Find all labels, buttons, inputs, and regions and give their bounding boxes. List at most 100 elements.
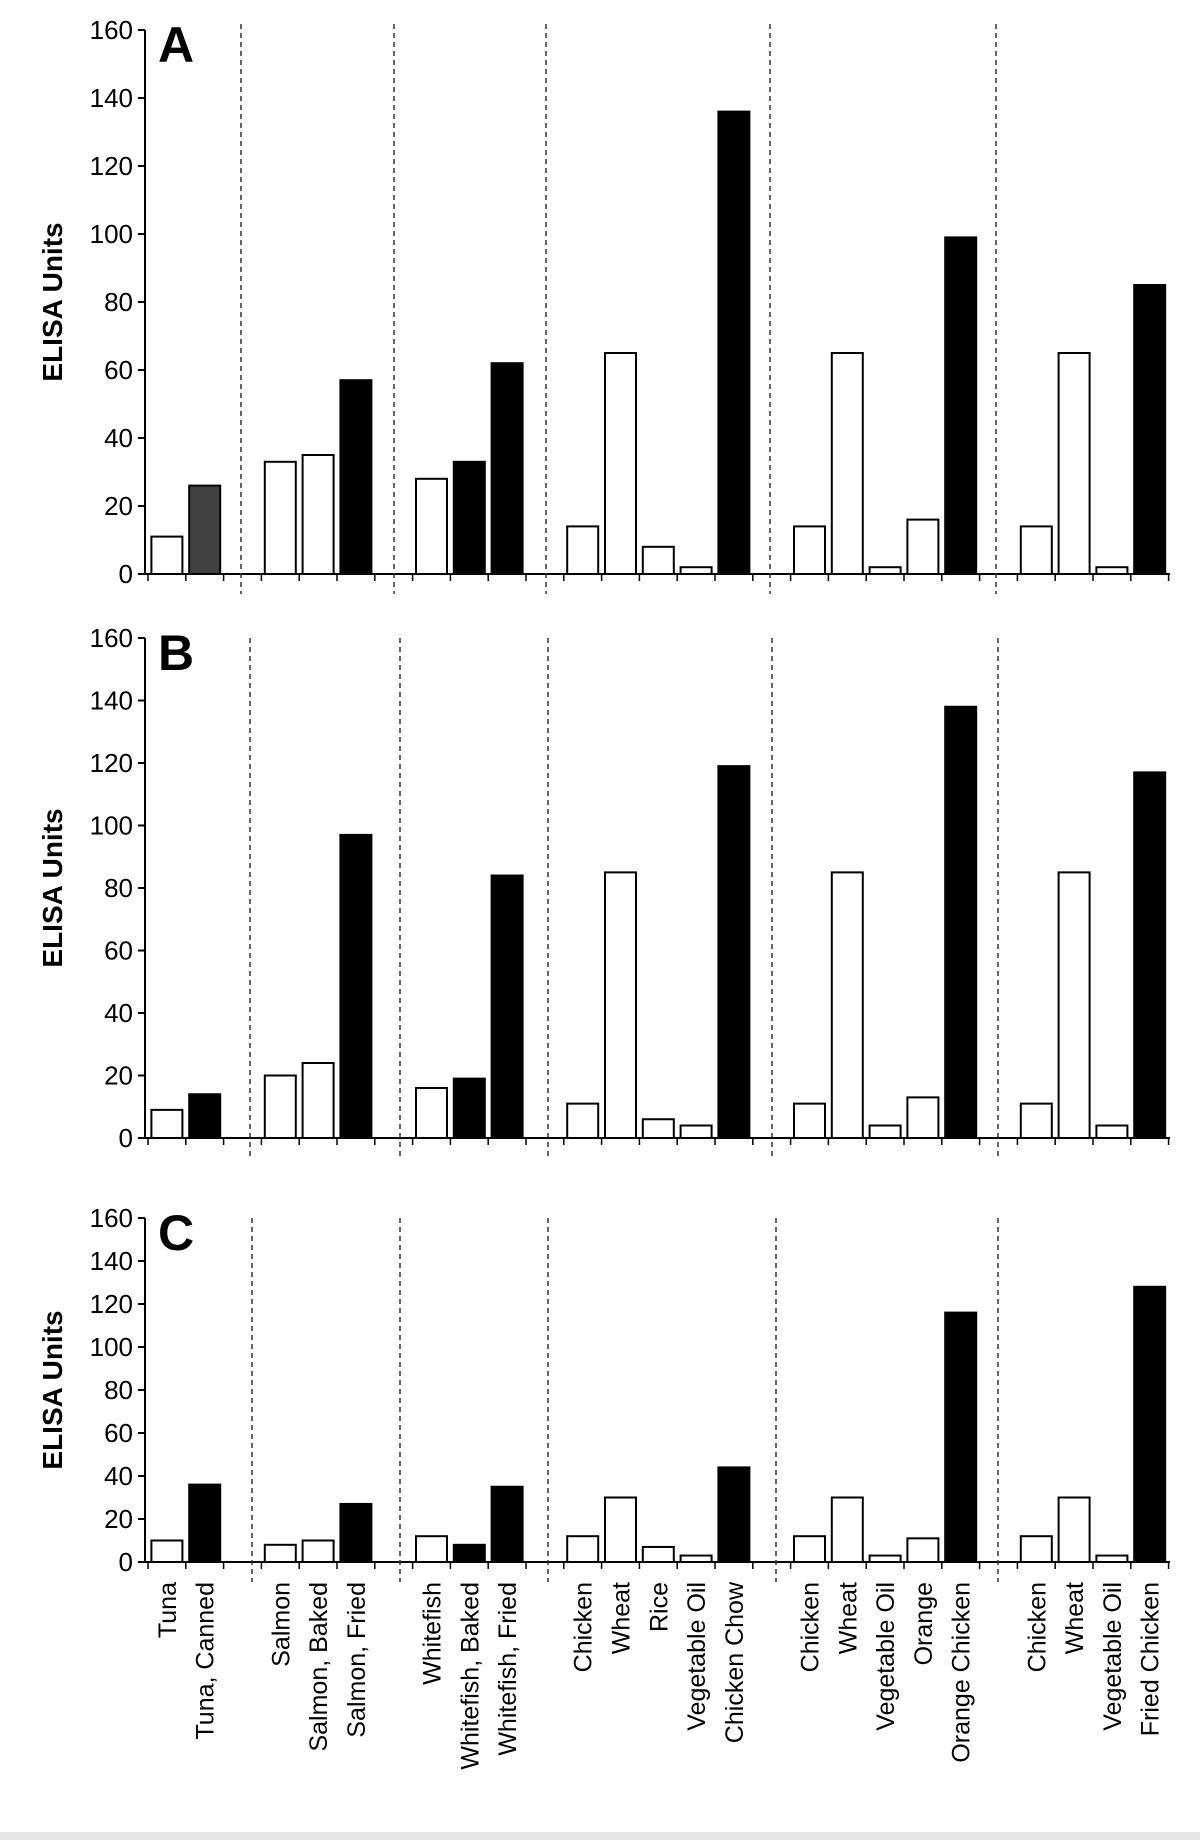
bar-salmon-baked (301, 1539, 335, 1563)
bar-whitefish (415, 1535, 448, 1563)
x-category-label: Salmon (267, 1582, 295, 1667)
x-category-label: Vegetable Oil (872, 1582, 900, 1731)
bar-salmon-fried (339, 1502, 373, 1563)
bar-wheat (830, 871, 864, 1139)
bar-orange-chicken (944, 705, 978, 1139)
bar-tuna (150, 1539, 184, 1563)
bar-chicken-chow (717, 110, 751, 575)
bar-wheat (1057, 871, 1091, 1139)
y-tick-label: 100 (90, 811, 133, 841)
bar-orange-chicken (944, 1311, 978, 1563)
bar-whitefish-fried (490, 362, 524, 576)
x-category-label: Chicken Chow (721, 1581, 749, 1743)
bar-chicken-chow (717, 765, 751, 1139)
bar-salmon-baked (301, 1062, 335, 1139)
bar-vegetable-oil (1095, 1124, 1129, 1139)
x-category-label: Fried Chicken (1137, 1582, 1165, 1736)
x-category-label: Orange (910, 1582, 938, 1665)
bar-whitefish-baked (452, 460, 486, 575)
y-tick-label: 140 (90, 1246, 133, 1276)
bar-chicken (566, 1102, 600, 1139)
bar-vegetable-oil (868, 1554, 902, 1564)
y-tick-label: 100 (90, 1332, 133, 1362)
bar-orange (906, 1096, 940, 1139)
y-tick-label: 160 (90, 15, 133, 45)
bar-salmon (263, 1543, 297, 1564)
x-category-label: Tuna (154, 1582, 182, 1638)
bar-chicken (1019, 1102, 1053, 1139)
y-tick-label: 140 (90, 83, 133, 113)
y-tick-label: 120 (90, 748, 133, 778)
bar-chicken (793, 1102, 826, 1139)
bar-tuna-canned (188, 484, 222, 576)
y-tick-label: 160 (90, 623, 133, 653)
panel-label: C (158, 1205, 194, 1261)
bar-chicken (1019, 525, 1053, 576)
bar-wheat (604, 1496, 637, 1563)
x-category-label: Vegetable Oil (1099, 1582, 1127, 1731)
y-tick-label: 120 (90, 151, 133, 181)
bar-vegetable-oil (868, 566, 902, 576)
bar-whitefish-baked (452, 1543, 486, 1564)
bottom-strip (0, 1832, 1200, 1840)
y-tick-label: 40 (104, 1461, 133, 1491)
x-category-label: Wheat (608, 1582, 636, 1654)
x-category-label: Salmon, Fried (343, 1582, 371, 1738)
bar-tuna (150, 1108, 184, 1139)
bar-vegetable-oil (679, 1124, 713, 1139)
y-tick-label: 100 (90, 219, 133, 249)
bar-fried-chicken (1133, 284, 1167, 575)
x-category-label: Whitefish, Fried (494, 1582, 522, 1756)
y-tick-label: 0 (119, 559, 133, 589)
y-tick-label: 120 (90, 1289, 133, 1319)
x-category-label: Chicken (797, 1582, 825, 1672)
x-category-label: Wheat (1061, 1582, 1089, 1654)
bar-tuna-canned (188, 1483, 222, 1563)
panel-label: B (158, 625, 194, 681)
bar-whitefish (415, 1087, 448, 1139)
y-tick-label: 60 (104, 936, 133, 966)
bar-salmon (263, 1074, 297, 1139)
bar-vegetable-oil (1095, 566, 1129, 576)
bar-vegetable-oil (679, 1554, 713, 1564)
bar-orange-chicken (944, 236, 978, 575)
bar-salmon (263, 460, 297, 575)
x-category-label: Orange Chicken (948, 1582, 976, 1763)
y-tick-label: 20 (104, 1504, 133, 1534)
x-category-label: Whitefish (419, 1582, 447, 1685)
bar-wheat (830, 1496, 864, 1563)
x-category-label: Chicken (570, 1582, 598, 1672)
bar-tuna-canned (188, 1093, 222, 1139)
bar-chicken-chow (717, 1466, 751, 1564)
y-tick-label: 160 (90, 1203, 133, 1233)
bar-chicken (793, 1535, 826, 1563)
x-category-label: Tuna, Canned (192, 1582, 220, 1740)
x-category-label: Whitefish, Baked (456, 1582, 484, 1770)
y-tick-label: 80 (104, 1375, 133, 1405)
bar-whitefish-baked (452, 1077, 486, 1139)
bar-wheat (604, 871, 637, 1139)
panel-label: A (158, 17, 194, 73)
bar-chicken (1019, 1535, 1053, 1563)
bar-chicken (793, 525, 826, 576)
y-axis-title: ELISA Units (37, 1310, 68, 1469)
y-axis-title: ELISA Units (37, 808, 68, 967)
bar-vegetable-oil (868, 1124, 902, 1139)
bar-whitefish-fried (490, 1485, 524, 1563)
bar-wheat (604, 352, 637, 575)
bar-salmon-fried (339, 379, 373, 576)
y-tick-label: 80 (104, 873, 133, 903)
x-category-label: Wheat (834, 1582, 862, 1654)
bar-whitefish (415, 477, 448, 575)
y-tick-label: 20 (104, 1061, 133, 1091)
bar-salmon-fried (339, 833, 373, 1139)
bar-orange (906, 518, 940, 575)
x-category-label: Salmon, Baked (305, 1582, 333, 1752)
bar-whitefish-fried (490, 874, 524, 1139)
bar-chicken (566, 1535, 600, 1563)
y-axis-title: ELISA Units (37, 222, 68, 381)
y-tick-label: 80 (104, 287, 133, 317)
bar-orange (906, 1537, 940, 1563)
bar-fried-chicken (1133, 1285, 1167, 1564)
